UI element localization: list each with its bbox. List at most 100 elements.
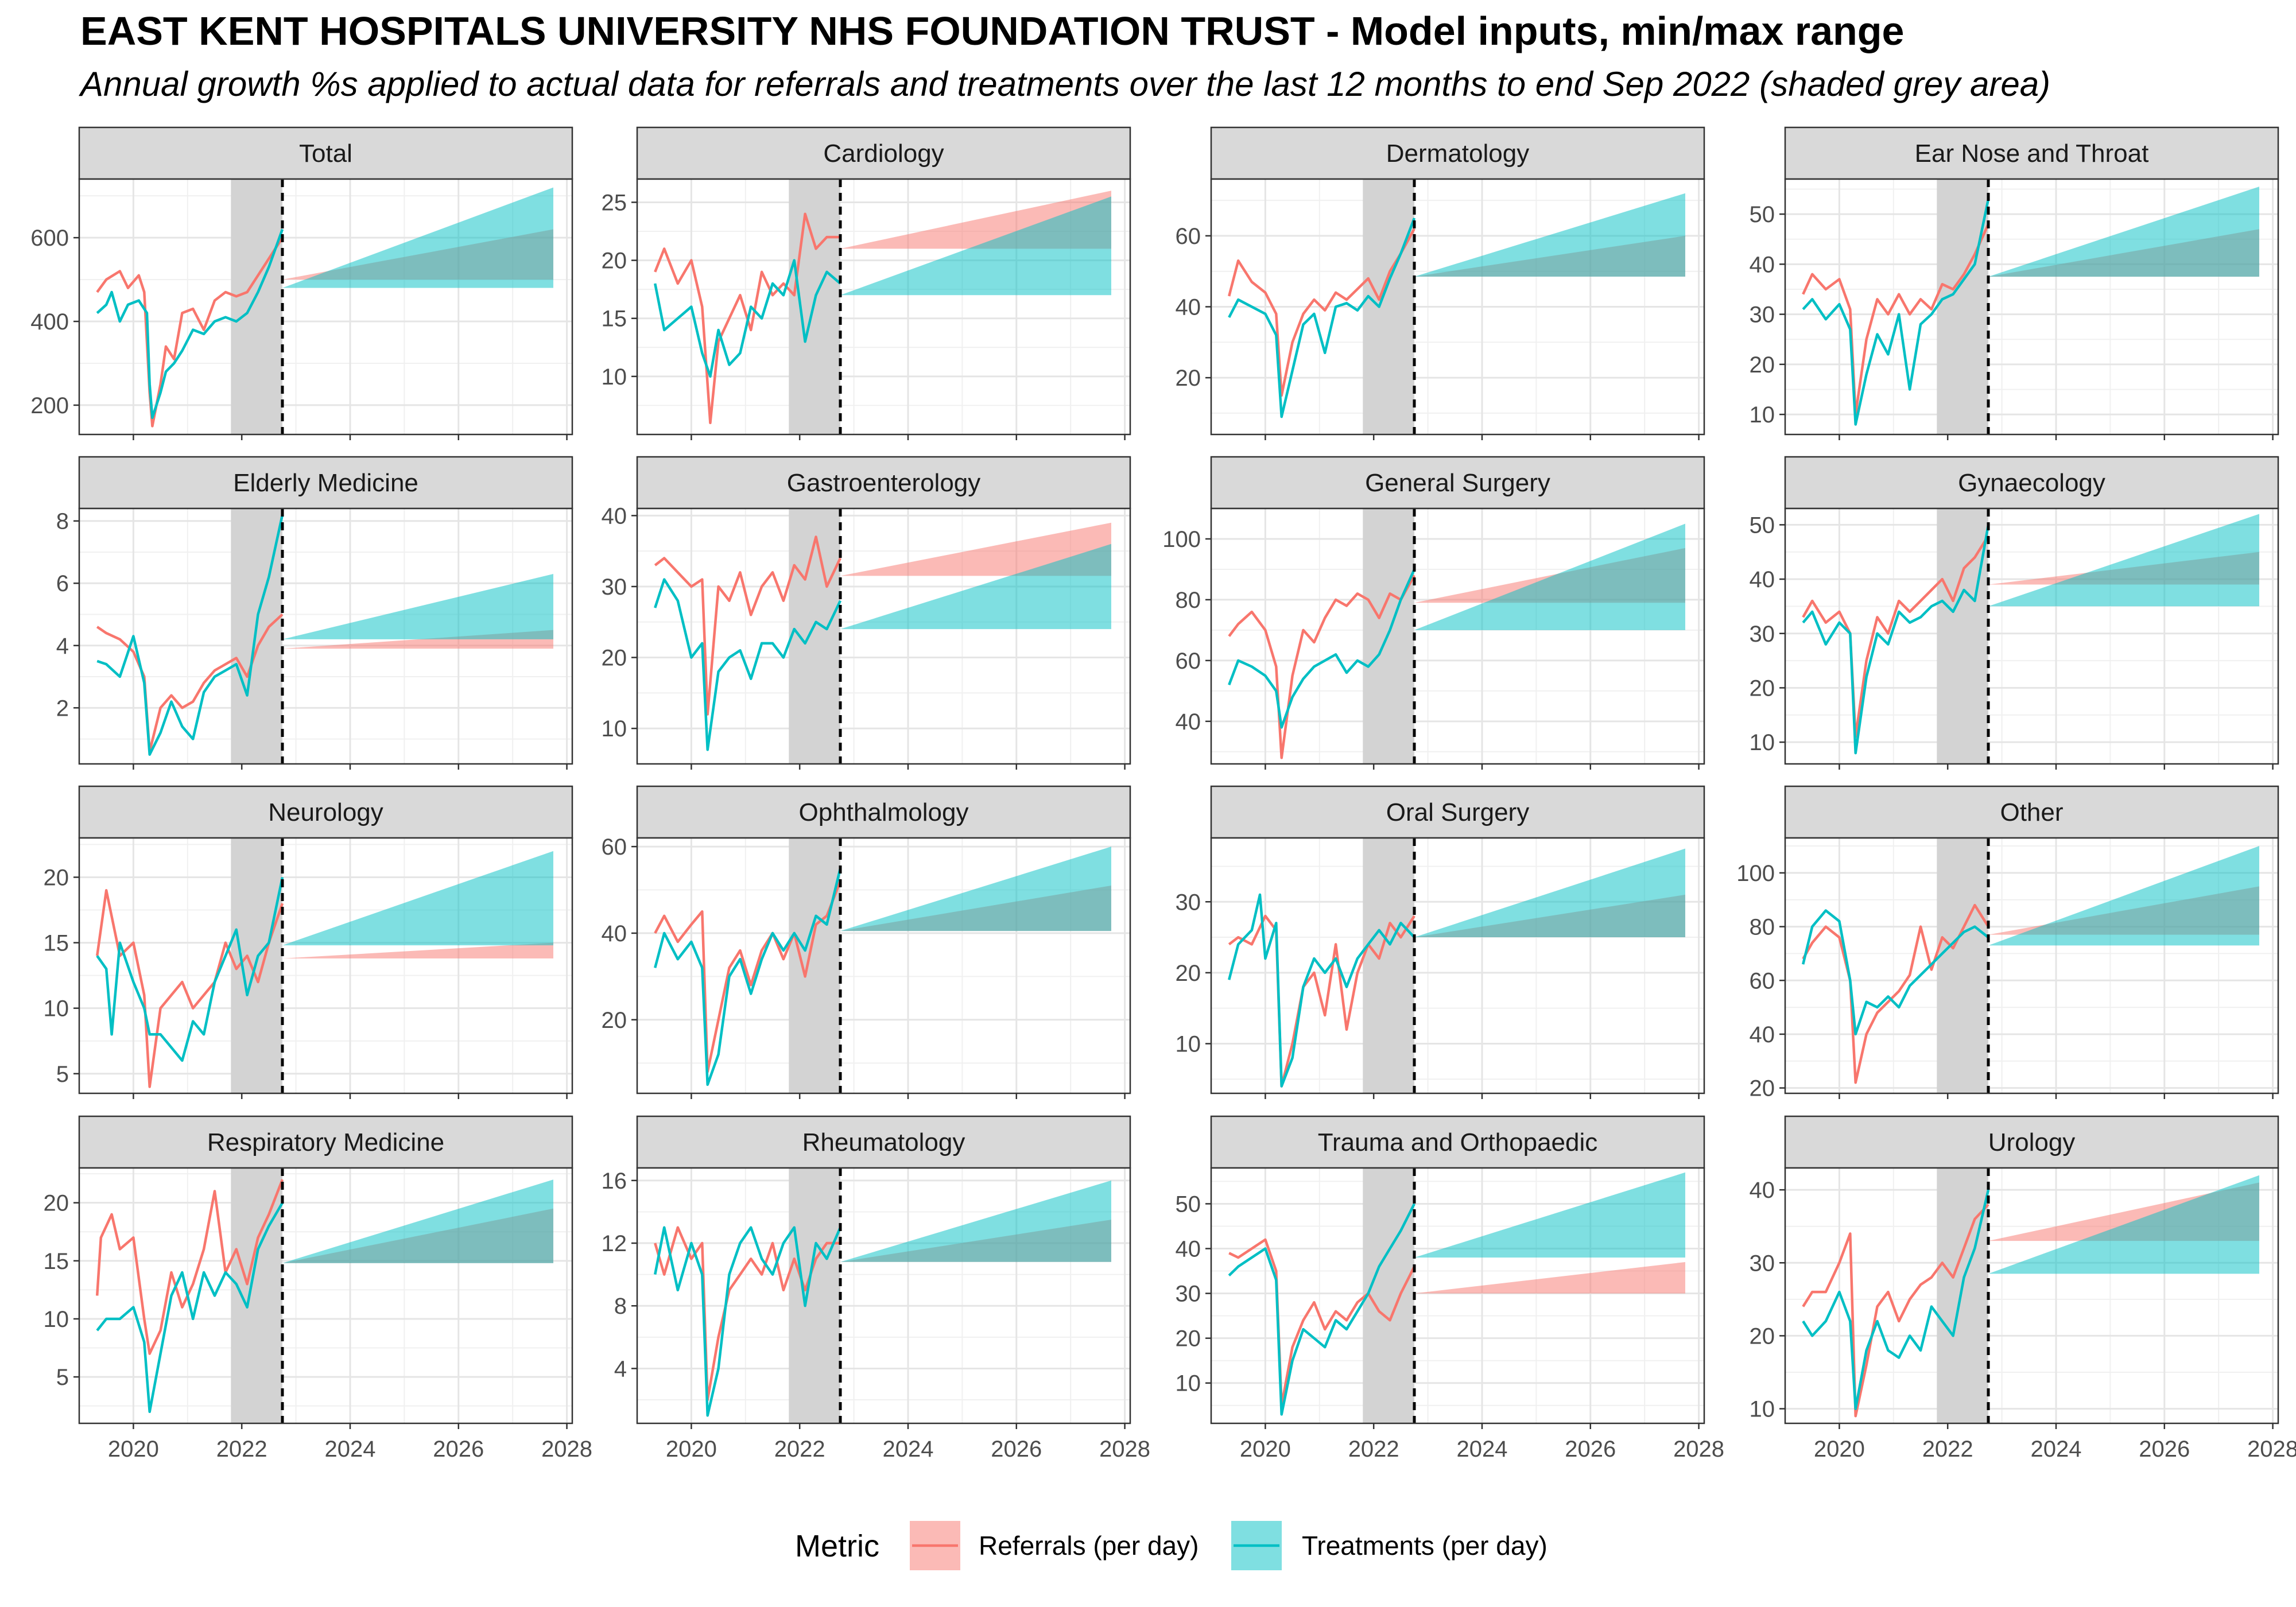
baseline-window xyxy=(789,509,840,764)
treatments-line xyxy=(1228,569,1416,729)
y-tick-label: 20 xyxy=(1750,352,1775,378)
treatments-projection-ribbon xyxy=(282,851,553,946)
y-tick-label: 20 xyxy=(602,249,627,274)
y-tick-label: 100 xyxy=(1162,527,1201,552)
y-tick-label: 10 xyxy=(602,716,627,742)
y-tick-label: 40 xyxy=(1176,709,1201,735)
x-tick-label: 2020 xyxy=(666,1437,717,1462)
x-tick-label: 2026 xyxy=(2139,1437,2190,1462)
panel-border xyxy=(1784,178,2279,436)
chart-title: EAST KENT HOSPITALS UNIVERSITY NHS FOUND… xyxy=(80,9,1905,53)
y-tick-label: 20 xyxy=(602,646,627,671)
panel-urology: Urology 10 20 30 40 2020 2022 2024 2026 2028 xyxy=(1750,1115,2296,1462)
y-tick-label: 60 xyxy=(1176,224,1201,249)
treatments-projection-ribbon xyxy=(282,1179,553,1263)
panel-title: Other xyxy=(2000,798,2063,826)
y-tick-label: 40 xyxy=(1750,252,1775,277)
treatments-line xyxy=(653,1226,842,1417)
panel-strip xyxy=(1210,126,1705,180)
treatments-projection-ribbon xyxy=(1988,514,2259,607)
panel-cardiology: Cardiology 10 15 20 25 xyxy=(602,126,1131,440)
y-tick-label: 12 xyxy=(602,1231,627,1256)
panel-strip xyxy=(1784,1115,2279,1169)
panel-border xyxy=(636,507,1131,765)
x-tick-label: 2026 xyxy=(1565,1437,1616,1462)
panel-oral-surgery: Oral Surgery 10 20 30 xyxy=(1176,785,1705,1099)
referrals-line xyxy=(95,1179,284,1355)
panel-total: Total 200 400 600 xyxy=(30,126,573,440)
panel-strip xyxy=(1210,1115,1705,1169)
treatments-line xyxy=(1802,1189,1990,1410)
legend: Metric Referrals (per day) Treatments (per… xyxy=(795,1521,1548,1570)
referrals-projection-ribbon xyxy=(840,522,1111,576)
panel-strip xyxy=(1784,785,2279,839)
panel-other: Other 20 40 60 80 100 xyxy=(1736,785,2279,1101)
x-tick-label: 2020 xyxy=(1240,1437,1291,1462)
baseline-window xyxy=(789,1168,840,1423)
y-tick-label: 40 xyxy=(602,503,627,529)
y-tick-label: 2 xyxy=(56,696,69,721)
y-tick-label: 5 xyxy=(56,1365,69,1390)
x-tick-label: 2024 xyxy=(2030,1437,2081,1462)
treatments-projection-ribbon xyxy=(1414,193,1685,277)
y-tick-label: 15 xyxy=(44,931,69,956)
x-tick-label: 2024 xyxy=(324,1437,375,1462)
treatments-line xyxy=(96,514,284,756)
referrals-line xyxy=(1228,575,1415,759)
x-tick-label: 2024 xyxy=(1456,1437,1507,1462)
y-tick-label: 30 xyxy=(1176,1282,1201,1307)
y-tick-label: 600 xyxy=(30,226,69,251)
panel-strip xyxy=(636,126,1131,180)
treatments-line xyxy=(1802,525,1990,755)
y-tick-label: 10 xyxy=(44,1307,69,1332)
x-tick-label: 2028 xyxy=(1099,1437,1150,1462)
y-tick-label: 80 xyxy=(1176,588,1201,613)
y-tick-label: 200 xyxy=(30,393,69,418)
y-tick-label: 20 xyxy=(1750,676,1775,701)
panel-border xyxy=(1210,837,1705,1094)
x-tick-label: 2026 xyxy=(433,1437,484,1462)
panel-title: Gynaecology xyxy=(1958,469,2105,497)
y-tick-label: 8 xyxy=(614,1294,627,1319)
y-tick-label: 16 xyxy=(602,1169,627,1194)
panel-strip xyxy=(636,1115,1131,1169)
baseline-window xyxy=(1363,179,1414,434)
y-tick-label: 40 xyxy=(1750,1178,1775,1203)
panel-border xyxy=(78,1167,573,1424)
referrals-line xyxy=(1228,1238,1416,1407)
panel-rheumatology: Rheumatology 4 8 12 16 2020 2022 2024 2026 2028 xyxy=(602,1115,1150,1462)
panel-title: Elderly Medicine xyxy=(233,469,418,497)
baseline-window xyxy=(1937,1168,1988,1423)
referrals-line xyxy=(95,889,284,1088)
referrals-line xyxy=(1228,228,1415,397)
panel-neurology: Neurology 5 10 15 20 xyxy=(44,785,573,1099)
y-tick-label: 10 xyxy=(1750,730,1775,755)
y-tick-label: 50 xyxy=(1176,1191,1201,1217)
panel-ophthalmology: Ophthalmology 20 40 60 xyxy=(602,785,1131,1099)
treatments-projection-ribbon xyxy=(1988,1175,2259,1274)
panel-strip xyxy=(636,456,1131,510)
y-tick-label: 50 xyxy=(1750,513,1775,538)
y-tick-label: 60 xyxy=(1750,968,1775,993)
treatments-projection-ribbon xyxy=(1414,848,1685,938)
treatments-line xyxy=(96,1202,284,1414)
x-tick-label: 2022 xyxy=(216,1437,267,1462)
panel-strip xyxy=(78,785,573,839)
referrals-line xyxy=(1802,535,1989,738)
panel-border xyxy=(78,507,573,765)
y-tick-label: 60 xyxy=(602,834,627,860)
panel-strip xyxy=(78,456,573,510)
baseline-window xyxy=(1363,1168,1414,1423)
legend-referrals: Referrals (per day) xyxy=(910,1521,1199,1570)
baseline-window xyxy=(231,1168,282,1423)
y-tick-label: 100 xyxy=(1736,861,1775,886)
panel-border xyxy=(1784,1167,2279,1424)
panel-general-surgery: General Surgery 40 60 80 100 xyxy=(1162,456,1705,770)
referrals-line xyxy=(1802,223,1990,416)
panel-title: Ophthalmology xyxy=(799,798,969,826)
panel-title: Trauma and Orthopaedic xyxy=(1318,1128,1598,1156)
y-tick-label: 20 xyxy=(1750,1076,1775,1101)
x-tick-label: 2024 xyxy=(882,1437,933,1462)
legend-label: Treatments (per day) xyxy=(1302,1531,1548,1561)
y-tick-label: 40 xyxy=(1750,1022,1775,1047)
